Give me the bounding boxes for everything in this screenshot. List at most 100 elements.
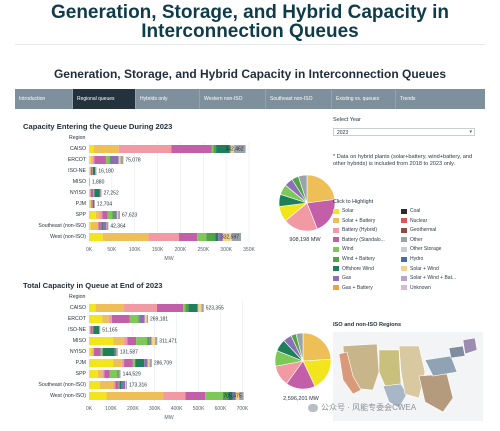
legend-item-offshore-wind[interactable]: Offshore Wind: [333, 266, 374, 272]
chart1-category-label-iso-ne: ISO-NE: [68, 168, 86, 174]
chart1-category-label-pjm: PJM: [76, 201, 86, 207]
chart2-bar-nyiso-solar: [89, 348, 91, 356]
year-select[interactable]: 2023 ▾: [333, 128, 475, 136]
legend-item-other-storage[interactable]: Other Storage: [401, 246, 441, 252]
legend-swatch: [333, 247, 339, 252]
chart1-bar-caiso-wind: [212, 145, 214, 153]
legend-label: Offshore Wind: [342, 266, 374, 272]
chart1-bar-spp-battery-hybrid: [100, 211, 103, 219]
chart2-bar-ercot-gas: [139, 315, 144, 323]
chart2-title: Total Capacity in Queue at End of 2023: [23, 281, 163, 290]
chart2-bar-nyiso-solar-battery: [91, 348, 93, 356]
chart2-bar-southeast-non-iso-solar: [89, 381, 100, 389]
legend-item-solar-wind-bat[interactable]: Solar + Wind + Bat...: [401, 275, 456, 281]
chart2-xtick-label: 400K: [171, 406, 183, 412]
legend-label: Solar + Wind + Bat...: [410, 275, 456, 281]
legend-item-gas-battery[interactable]: Gas + Battery: [333, 285, 373, 291]
chart2-total-label-miso: 311,471: [159, 338, 177, 344]
chart1-bar-spp-solar-battery: [96, 211, 100, 219]
chart1-xtick-label: 150K: [152, 247, 164, 253]
tab-trends[interactable]: Trends: [396, 89, 485, 109]
chart1-bar-ercot-solar-battery: [91, 156, 92, 164]
legend-item-unknown[interactable]: Unknown: [401, 285, 431, 291]
chart2-bar-southeast-non-iso-offshore-wind: [120, 381, 122, 389]
chart1-total-label-iso-ne: 16,180: [98, 168, 114, 174]
chart2-bar-pjm-solar-battery: [113, 359, 122, 367]
chart2-bar-miso-wind-battery: [147, 337, 149, 345]
chart1-category-label-miso: MISO: [73, 179, 86, 185]
tab-existing-vs-queues[interactable]: Existing vs. queues: [332, 89, 396, 109]
page-title: Generation, Storage, and Hybrid Capacity…: [0, 3, 500, 41]
chart2-category-label-iso-ne: ISO-NE: [68, 327, 86, 333]
chart1-bar-pjm-battery-standalone: [91, 200, 92, 208]
chart2-bar-nyiso-battery-hybrid: [93, 348, 94, 356]
chart2-region-header: Region: [69, 294, 86, 300]
chart2-bar-miso-solar-battery: [113, 337, 124, 345]
chart1-bar-southeast-non-iso-solar: [89, 222, 91, 230]
legend-item-gas[interactable]: Gas: [333, 275, 351, 281]
chart1-bar-pjm-solar: [89, 200, 90, 208]
chart2-total-label-southeast-non-iso: 173,316: [129, 382, 147, 388]
legend-label: Solar: [342, 208, 354, 214]
chart2-bar-pjm-battery-standalone: [124, 359, 133, 367]
legend-item-wind[interactable]: Wind: [333, 246, 353, 252]
legend-item-solar-wind[interactable]: Solar + Wind: [401, 266, 439, 272]
chart1-bar-spp-other: [118, 211, 120, 219]
map-region-spp[interactable]: [379, 350, 401, 386]
tab-regional-queues[interactable]: Regional queues: [73, 89, 136, 109]
legend-item-geothermal[interactable]: Geothermal: [401, 227, 436, 233]
legend-item-coal[interactable]: Coal: [401, 208, 420, 214]
legend-label: Coal: [410, 208, 420, 214]
legend-item-hydro[interactable]: Hydro: [401, 256, 423, 262]
chart2-bar-spp-solar-battery: [98, 370, 102, 378]
chart1-bar-caiso-solar-battery: [94, 145, 119, 153]
map-region-pjm[interactable]: [425, 356, 457, 376]
legend-item-battery-hybrid[interactable]: Battery (Hybrid): [333, 227, 377, 233]
chart1-total-label-miso: 1,880: [92, 179, 105, 185]
legend-item-nuclear[interactable]: Nuclear: [401, 218, 427, 224]
chart2-bar-caiso-solar-battery: [96, 304, 124, 312]
chart2-bar-spp-solar-wind: [120, 370, 121, 378]
chart1-bar-west-non-iso-battery-standalone: [179, 233, 197, 241]
legend-label: Other Storage: [410, 246, 441, 252]
chart2-bar-pjm-solar: [89, 359, 113, 367]
legend-label: Geothermal: [410, 227, 436, 233]
tab-western-non-iso[interactable]: Western non-ISO: [200, 89, 266, 109]
chart1-category-label-nyiso: NYISO: [70, 190, 86, 196]
legend-item-wind-battery[interactable]: Wind + Battery: [333, 256, 375, 262]
hybrid-note: * Data on hybrid plants (solar+battery, …: [333, 154, 483, 168]
legend-swatch: [401, 209, 407, 214]
chart1-bar-nyiso-offshore-wind: [94, 189, 99, 197]
page-title-line-2: Interconnection Queues: [0, 22, 500, 41]
chart2-bar-pjm-solar-wind: [148, 359, 150, 367]
chart2-category-label-miso: MISO: [73, 338, 86, 344]
chart2-bar-ercot-other: [147, 315, 148, 323]
legend-item-solar[interactable]: Solar: [333, 208, 354, 214]
map-region-southeast[interactable]: [419, 374, 453, 412]
year-select-value: 2023: [337, 130, 348, 136]
chart1-bar-southeast-non-iso-offshore-wind: [102, 222, 103, 230]
chart2-bar-iso-ne-battery-standalone: [91, 326, 93, 334]
legend-item-other[interactable]: Other: [401, 237, 423, 243]
chart2-total-label-ercot: 269,181: [150, 316, 168, 322]
chart2-xtick-label: 200K: [127, 406, 139, 412]
legend-swatch: [401, 228, 407, 233]
map-region-nyiso[interactable]: [449, 346, 465, 358]
legend-label: Gas: [342, 275, 351, 281]
legend-label: Hydro: [410, 256, 423, 262]
chart2-xtick-label: 600K: [215, 406, 227, 412]
chart2-bar-west-non-iso-solar-battery: [107, 392, 164, 400]
tab-introduction[interactable]: Introduction: [15, 89, 73, 109]
tab-hybrids-only[interactable]: Hybrids only: [136, 89, 200, 109]
chart1-title: Capacity Entering the Queue During 2023: [23, 122, 172, 131]
map-region-iso-ne[interactable]: [463, 338, 477, 354]
legend-item-solar-battery[interactable]: Solar + Battery: [333, 218, 375, 224]
chart2-xtick-label: 500K: [193, 406, 205, 412]
tab-southeast-non-iso[interactable]: Southeast non-ISO: [266, 89, 332, 109]
legend-label: Battery (Hybrid): [342, 227, 377, 233]
legend-label: Battery (Standalo...: [342, 237, 385, 243]
chart1-total-label-southeast-non-iso: 42,364: [110, 223, 126, 229]
legend-item-battery-standalo[interactable]: Battery (Standalo...: [333, 237, 385, 243]
chart1-bar-nyiso-gas: [100, 189, 101, 197]
